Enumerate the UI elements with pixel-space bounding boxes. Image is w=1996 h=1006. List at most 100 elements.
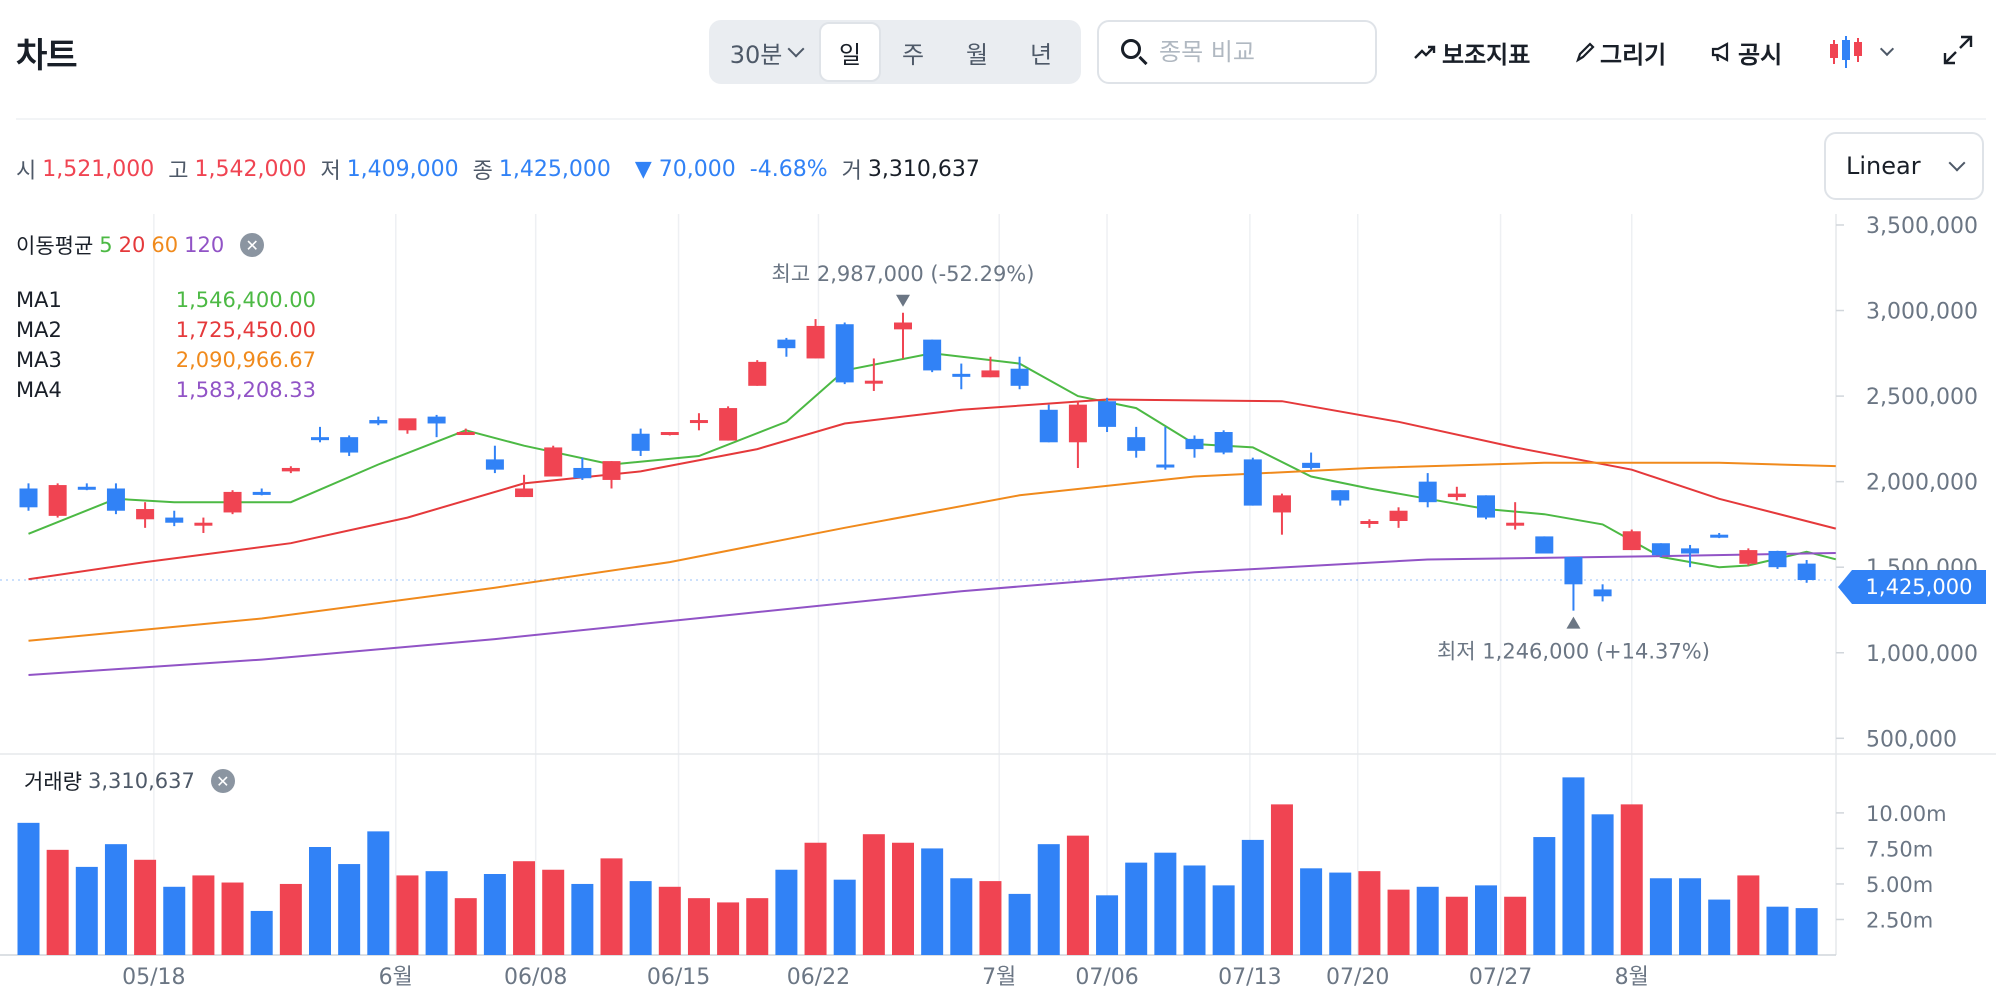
volume-bar [1066, 835, 1089, 955]
volume-bar [921, 848, 944, 955]
candle [1156, 426, 1175, 470]
high-annotation-label: 최고 2,987,000 (-52.29%) [772, 262, 1035, 286]
interval-label: 30분 [729, 40, 783, 69]
indicator-button[interactable]: 보조지표 [1412, 34, 1530, 70]
candle-body [1768, 550, 1787, 568]
page-title: 차트 [16, 36, 78, 76]
candle-body [427, 416, 446, 424]
volume-bar [1562, 777, 1585, 955]
disclosure-label: 공시 [1738, 40, 1783, 69]
ma-row-name: MA4 [16, 378, 62, 402]
header-divider [16, 118, 1986, 120]
period-day-button[interactable]: 일 [819, 22, 881, 82]
candle-body [1185, 438, 1204, 450]
remove-ma-icon[interactable]: ✕ [240, 233, 265, 257]
candle-body [1243, 459, 1262, 506]
volume-bar [1212, 885, 1235, 955]
candle [1768, 550, 1787, 569]
volume-legend: 거래량 3,310,637 ✕ [24, 766, 235, 796]
candle-body [981, 370, 1000, 378]
x-tick-label: 06/08 [504, 965, 567, 990]
volume-bar [279, 883, 302, 955]
low-marker-icon [1566, 616, 1581, 629]
scale-select[interactable]: Linear [1824, 132, 1984, 200]
fullscreen-button[interactable] [1940, 32, 1976, 68]
period-year-button[interactable]: 년 [1029, 40, 1053, 69]
ma-line-20 [28, 398, 1837, 581]
ma-row-value: 2,090,966.67 [175, 348, 316, 372]
candle-body [1098, 401, 1117, 427]
candle-body [1214, 432, 1233, 453]
candle [194, 517, 213, 533]
candle [1535, 536, 1554, 554]
candle-body [48, 485, 67, 516]
volume-bar [1679, 878, 1702, 955]
period-week-button[interactable]: 주 [901, 40, 925, 69]
volume-legend-label: 거래량 [24, 770, 82, 794]
draw-button[interactable]: 그리기 [1574, 34, 1666, 70]
candle [1098, 397, 1117, 433]
candle-body [1710, 534, 1729, 538]
y-tick-label: 2,000,000 [1866, 471, 1978, 496]
volume-bar [1504, 896, 1527, 955]
y-tick-label: 3,000,000 [1866, 300, 1978, 325]
candle-body [1797, 563, 1816, 581]
volume-tick-label: 5.00m [1866, 873, 1933, 897]
candle [923, 339, 942, 373]
volume-bar [454, 898, 477, 955]
volume-bar [75, 866, 98, 955]
candle [1214, 430, 1233, 455]
indicator-label: 보조지표 [1442, 40, 1531, 69]
candle-body [281, 467, 300, 472]
candle-body [864, 380, 883, 384]
volume-bar [1387, 889, 1410, 955]
volume-bar [571, 883, 594, 955]
volume-value: 3,310,637 [867, 156, 980, 182]
candle-body [631, 433, 650, 451]
interval-dropdown[interactable]: 30분 [709, 20, 823, 84]
candle-body [894, 322, 912, 330]
volume-bar [629, 881, 652, 955]
candle-body [515, 488, 534, 498]
ma-period-60: 60 [151, 233, 179, 257]
volume-bar [862, 834, 885, 955]
volume-bar [1649, 878, 1672, 955]
candle-body [19, 488, 38, 508]
candle-body [1039, 409, 1058, 443]
disclosure-button[interactable]: 공시 [1710, 34, 1782, 70]
scale-select-value: Linear [1846, 152, 1921, 180]
volume-bar [367, 831, 390, 955]
remove-volume-icon[interactable]: ✕ [210, 769, 235, 793]
ohlc-summary: 시 1,521,000 고 1,542,000 저 1,409,000 종 1,… [16, 152, 980, 186]
candle [223, 490, 242, 515]
candle-body [1535, 536, 1554, 554]
volume-legend-value: 3,310,637 [87, 769, 195, 793]
x-tick-label: 07/20 [1326, 965, 1389, 990]
change-value: ▼ 70,000 [634, 156, 736, 182]
volume-bar [1416, 886, 1439, 955]
candle [544, 445, 563, 477]
candle [1272, 493, 1291, 535]
volume-bar [1125, 862, 1148, 955]
candle [1681, 544, 1700, 568]
compare-search-box[interactable] [1097, 20, 1377, 84]
candle [398, 418, 417, 434]
compare-search-input[interactable] [1159, 38, 1359, 66]
candle [952, 363, 971, 390]
candle [1797, 560, 1816, 583]
x-tick-label: 7월 [982, 965, 1016, 990]
x-tick-label: 05/18 [122, 965, 185, 990]
volume-bar [1300, 868, 1323, 955]
volume-bar [687, 898, 710, 955]
chart-type-dropdown[interactable] [1828, 34, 1895, 70]
candle-body [544, 447, 563, 477]
x-tick-label: 06/15 [647, 965, 710, 990]
period-month-button[interactable]: 월 [965, 40, 989, 69]
candle [1651, 543, 1670, 557]
candle [456, 428, 475, 436]
candle-body [1593, 589, 1612, 597]
megaphone-icon [1711, 42, 1729, 62]
candle [806, 319, 825, 359]
